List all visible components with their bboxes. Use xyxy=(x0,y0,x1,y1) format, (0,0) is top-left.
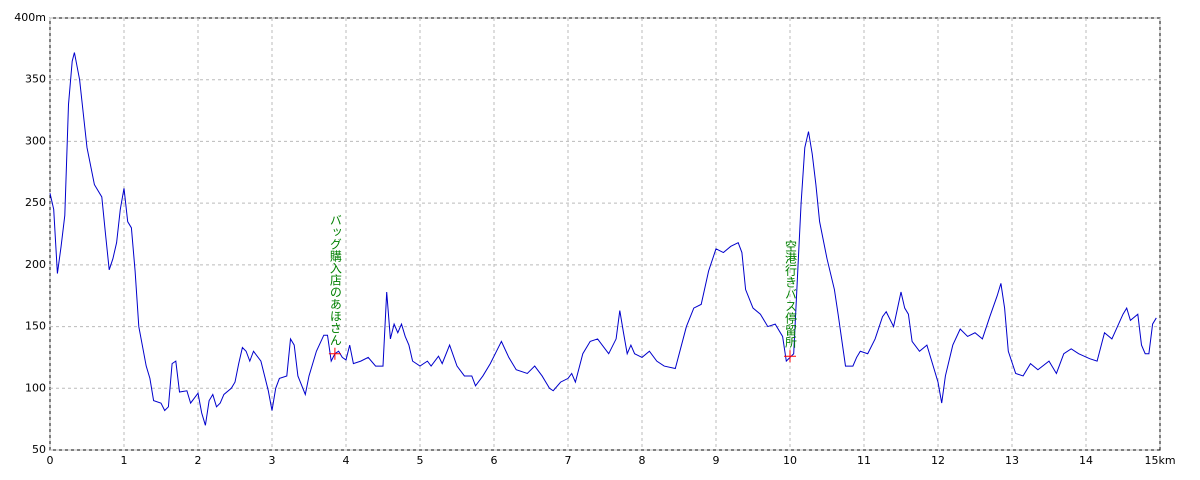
x-tick-label: 1 xyxy=(121,454,128,467)
x-tick-label: 9 xyxy=(713,454,720,467)
x-tick-label: 8 xyxy=(639,454,646,467)
y-tick-label: 250 xyxy=(25,196,46,209)
x-tick-label: 7 xyxy=(565,454,572,467)
x-tick-label: 10 xyxy=(783,454,797,467)
y-tick-label: 50 xyxy=(32,443,46,456)
annotation-text: バッグ購入店のあほさん xyxy=(328,214,342,346)
x-tick-label: 3 xyxy=(269,454,276,467)
elevation-line xyxy=(49,52,1157,426)
x-tick-label: 13 xyxy=(1005,454,1019,467)
x-tick-label: 2 xyxy=(195,454,202,467)
x-tick-label: 12 xyxy=(931,454,945,467)
x-tick-label: 5 xyxy=(417,454,424,467)
x-tick-label: 15km xyxy=(1144,454,1175,467)
y-tick-label: 350 xyxy=(25,73,46,86)
annotation-text: 空港行きバス停留所 xyxy=(784,240,798,348)
y-tick-label: 150 xyxy=(25,320,46,333)
x-tick-label: 0 xyxy=(47,454,54,467)
y-tick-label: 100 xyxy=(25,381,46,394)
x-tick-label: 6 xyxy=(491,454,498,467)
annotation-marker xyxy=(328,347,341,360)
annotation-marker xyxy=(784,350,796,363)
x-tick-label: 11 xyxy=(857,454,871,467)
y-tick-label: 300 xyxy=(25,134,46,147)
y-tick-label: 200 xyxy=(25,258,46,271)
y-tick-label: 400m xyxy=(14,11,46,24)
x-tick-label: 14 xyxy=(1079,454,1093,467)
plot-frame xyxy=(49,17,1161,451)
x-tick-label: 4 xyxy=(343,454,350,467)
